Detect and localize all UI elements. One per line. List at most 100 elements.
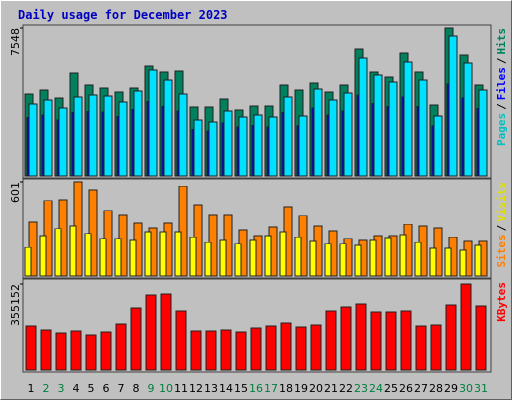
x-tick-label: 14 [219, 382, 233, 395]
x-tick-label: 30 [459, 382, 473, 395]
bar [343, 92, 353, 177]
bar [69, 225, 77, 277]
legend-entry: Hits [495, 28, 508, 55]
bar [40, 329, 52, 371]
legend-separator: / [495, 224, 508, 231]
bar [403, 61, 413, 177]
bar [39, 235, 47, 277]
bar [433, 115, 443, 177]
x-tick-label: 2 [43, 382, 50, 395]
bar [370, 311, 382, 371]
x-tick-label: 15 [234, 382, 248, 395]
bar [355, 303, 367, 371]
bar [385, 311, 397, 371]
bar [295, 326, 307, 371]
x-tick-label: 26 [399, 382, 413, 395]
bar [205, 330, 217, 371]
bar [384, 237, 392, 277]
bar [249, 239, 257, 277]
bar [148, 69, 158, 177]
bar [178, 93, 188, 177]
x-tick-label: 12 [189, 382, 203, 395]
bar [294, 236, 302, 277]
bar [475, 305, 487, 371]
bar [54, 228, 62, 277]
bar [253, 114, 263, 177]
bar [159, 231, 167, 277]
bar [459, 249, 467, 277]
x-tick-label: 18 [279, 382, 293, 395]
x-tick-label: 31 [474, 382, 488, 395]
bar [178, 185, 188, 277]
bar [189, 236, 197, 277]
bar [163, 79, 173, 177]
x-tick-label: 11 [174, 382, 188, 395]
legend-entry: Pages [495, 113, 508, 146]
bar [418, 79, 428, 177]
bar [144, 231, 152, 277]
x-tick-label: 25 [384, 382, 398, 395]
bar [264, 235, 272, 277]
bar [369, 239, 377, 277]
bar [444, 247, 452, 277]
bar [325, 310, 337, 371]
bar [145, 294, 157, 371]
bar [223, 110, 233, 177]
x-tick-label: 6 [103, 382, 110, 395]
bar [250, 327, 262, 371]
bar [88, 189, 98, 277]
bar [415, 325, 427, 371]
bar [174, 231, 182, 277]
x-tick-label: 29 [444, 382, 458, 395]
x-tick-label: 27 [414, 382, 428, 395]
bar [309, 240, 317, 277]
bar [373, 74, 383, 177]
bar [220, 329, 232, 371]
bar [190, 330, 202, 371]
x-tick-label: 21 [324, 382, 338, 395]
bar [238, 116, 248, 177]
x-tick-label: 17 [264, 382, 278, 395]
x-tick-label: 8 [133, 382, 140, 395]
bar [70, 330, 82, 371]
bar [100, 331, 112, 371]
bar [43, 99, 53, 177]
bar [324, 243, 332, 277]
bar [130, 307, 142, 371]
bar [268, 116, 278, 177]
y-tick-label: 601 [9, 182, 22, 203]
bar [339, 243, 347, 277]
bar [414, 241, 422, 277]
bar [25, 325, 37, 371]
bar [460, 283, 472, 371]
bar [445, 304, 457, 371]
bar [88, 94, 98, 177]
bar [328, 99, 338, 177]
x-tick-label: 7 [118, 382, 125, 395]
y-tick-label: 355152 [9, 284, 22, 326]
y-tick-label: 7548 [9, 28, 22, 56]
legend: Sites / Visits [495, 182, 508, 268]
bar [175, 310, 187, 371]
bar [24, 246, 32, 277]
x-tick-label: 22 [339, 382, 353, 395]
x-tick-label: 1 [28, 382, 35, 395]
bar [340, 306, 352, 371]
bar [58, 107, 68, 177]
x-tick-label: 19 [294, 382, 308, 395]
x-tick-label: 9 [148, 382, 155, 395]
bar [208, 121, 218, 177]
legend-entry: KBytes [495, 282, 508, 322]
legend-entry: Files [495, 67, 508, 100]
bar [234, 243, 242, 277]
x-tick-label: 24 [369, 382, 383, 395]
x-tick-label: 3 [58, 382, 65, 395]
bar [400, 310, 412, 371]
chart-title: Daily usage for December 2023 [18, 8, 228, 22]
legend-separator: / [495, 103, 508, 110]
bar [193, 119, 203, 177]
bar [279, 231, 287, 277]
bar [219, 239, 227, 277]
